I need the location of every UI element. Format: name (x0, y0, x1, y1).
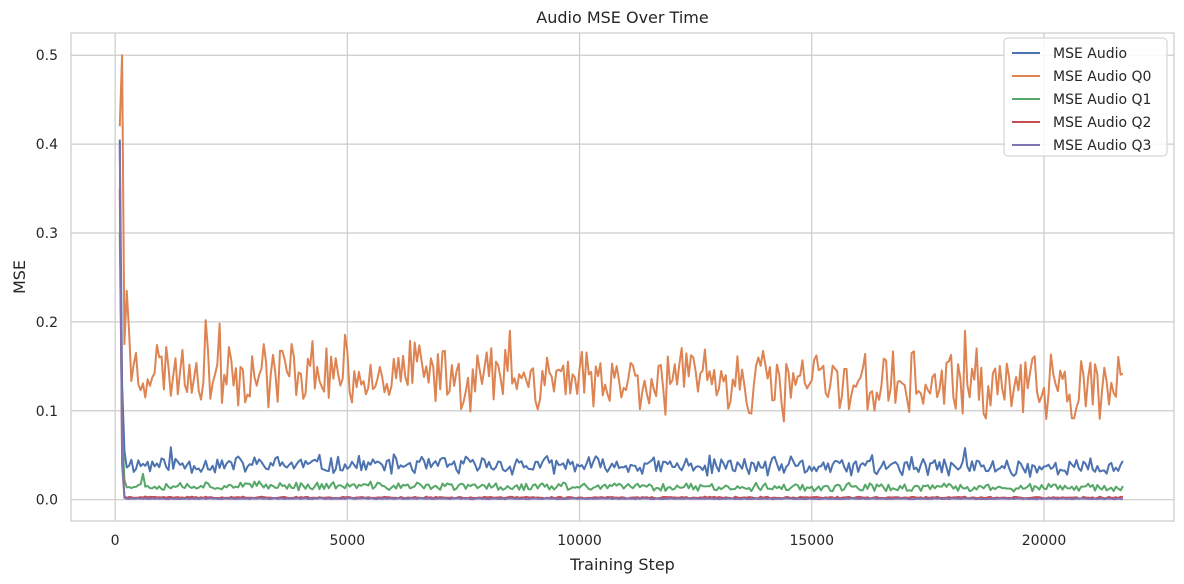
y-tick-label: 0.3 (36, 226, 58, 242)
series-line (118, 232, 1124, 493)
y-tick-label: 0.5 (36, 48, 58, 64)
y-axis-title: MSE (10, 260, 29, 294)
legend-label: MSE Audio Q2 (1053, 115, 1151, 131)
y-tick-label: 0.1 (36, 404, 58, 420)
y-tick-label: 0.2 (36, 315, 58, 331)
x-axis: 0 5000 10000 15000 20000 (111, 533, 1067, 549)
series-line (118, 54, 1124, 423)
x-tick-label: 10000 (557, 533, 602, 549)
y-tick-label: 0.0 (36, 493, 58, 509)
series-line (118, 139, 1124, 478)
x-tick-label: 15000 (789, 533, 834, 549)
legend-label: MSE Audio (1053, 46, 1127, 62)
series-layer (118, 54, 1124, 501)
legend-box (1003, 37, 1168, 157)
x-tick-label: 5000 (330, 533, 366, 549)
chart-title: Audio MSE Over Time (536, 8, 708, 27)
series-line (118, 144, 1123, 501)
legend-label: MSE Audio Q1 (1053, 92, 1151, 108)
x-axis-title: Training Step (569, 555, 675, 574)
legend-label: MSE Audio Q0 (1053, 69, 1151, 85)
legend-label: MSE Audio Q3 (1053, 138, 1151, 154)
legend: MSE Audio MSE Audio Q0 MSE Audio Q1 MSE Aud… (1003, 37, 1168, 157)
plot-area (70, 32, 1175, 522)
x-tick-label: 20000 (1022, 533, 1067, 549)
y-axis: 0.0 0.1 0.2 0.3 0.4 0.5 (36, 48, 58, 508)
y-tick-label: 0.4 (36, 137, 58, 153)
x-tick-label: 0 (111, 533, 120, 549)
